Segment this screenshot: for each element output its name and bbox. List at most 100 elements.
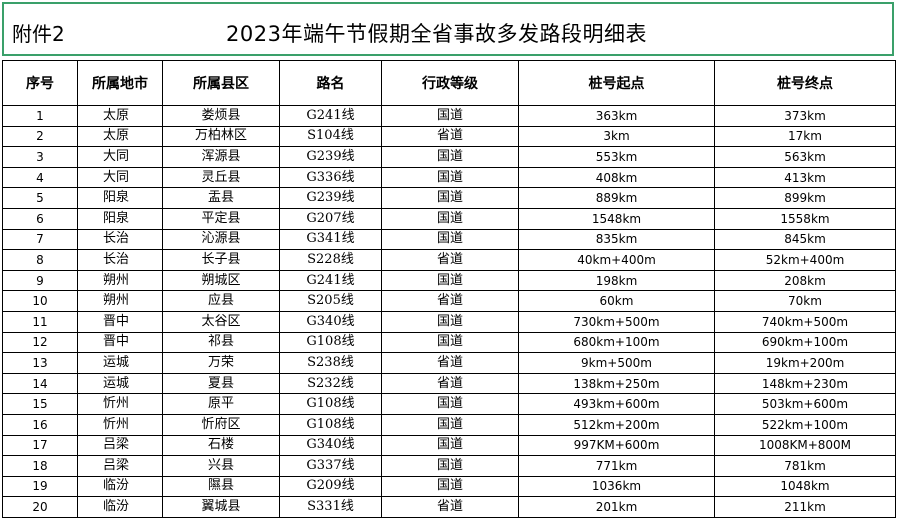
cell-index: 7 (2, 228, 78, 251)
cell-end: 373km (714, 105, 896, 127)
cell-city: 朔州 (77, 290, 163, 312)
cell-city: 忻州 (77, 413, 163, 436)
cell-index: 19 (2, 475, 78, 498)
cell-index: 16 (2, 413, 78, 436)
cell-index: 4 (2, 166, 78, 189)
cell-city: 运城 (77, 372, 163, 395)
cell-end: 52km+400m (714, 249, 896, 271)
cell-county: 浑源县 (162, 146, 280, 168)
cell-county: 万柏林区 (162, 125, 280, 148)
cell-road: G341线 (279, 228, 382, 251)
cell-city: 吕梁 (77, 455, 163, 477)
cell-city: 大同 (77, 146, 163, 168)
cell-level: 省道 (381, 125, 519, 148)
cell-road: G241线 (279, 105, 382, 127)
cell-end: 740km+500m (714, 310, 896, 333)
cell-start: 3km (518, 125, 715, 148)
cell-start: 493km+600m (518, 393, 715, 415)
cell-road: G108线 (279, 393, 382, 415)
cell-end: 503km+600m (714, 393, 896, 415)
cell-road: S228线 (279, 249, 382, 271)
cell-city: 阳泉 (77, 187, 163, 209)
cell-index: 14 (2, 372, 78, 395)
cell-end: 70km (714, 290, 896, 312)
cell-index: 9 (2, 269, 78, 292)
table-row: 15 忻州 原平 G108线 国道 493km+600m 503km+600m (2, 393, 896, 415)
cell-road: G340线 (279, 310, 382, 333)
cell-start: 680km+100m (518, 331, 715, 354)
cell-county: 隰县 (162, 475, 280, 498)
cell-level: 国道 (381, 310, 519, 333)
cell-city: 临汾 (77, 475, 163, 498)
cell-end: 17km (714, 125, 896, 148)
cell-road: S232线 (279, 372, 382, 395)
cell-road: G340线 (279, 434, 382, 457)
cell-city: 晋中 (77, 310, 163, 333)
cell-start: 201km (518, 496, 715, 518)
cell-index: 3 (2, 146, 78, 168)
cell-road: S238线 (279, 352, 382, 374)
cell-level: 省道 (381, 352, 519, 374)
cell-road: G108线 (279, 413, 382, 436)
col-header-index: 序号 (2, 60, 78, 106)
title-bar: 附件2 2023年端午节假期全省事故多发路段明细表 (2, 2, 894, 56)
cell-end: 208km (714, 269, 896, 292)
page-title: 2023年端午节假期全省事故多发路段明细表 (226, 22, 647, 46)
cell-county: 忻府区 (162, 413, 280, 436)
cell-index: 13 (2, 352, 78, 374)
cell-level: 国道 (381, 105, 519, 127)
table-row: 1 太原 娄烦县 G241线 国道 363km 373km (2, 105, 896, 127)
table-row: 10 朔州 应县 S205线 省道 60km 70km (2, 290, 896, 312)
cell-start: 997KM+600m (518, 434, 715, 457)
cell-start: 1548km (518, 207, 715, 230)
cell-start: 9km+500m (518, 352, 715, 374)
table-row: 9 朔州 朔城区 G241线 国道 198km 208km (2, 269, 896, 292)
cell-road: S104线 (279, 125, 382, 148)
cell-city: 运城 (77, 352, 163, 374)
cell-county: 平定县 (162, 207, 280, 230)
cell-county: 石楼 (162, 434, 280, 457)
cell-county: 沁源县 (162, 228, 280, 251)
cell-start: 553km (518, 146, 715, 168)
cell-city: 朔州 (77, 269, 163, 292)
cell-county: 娄烦县 (162, 105, 280, 127)
cell-county: 万荣 (162, 352, 280, 374)
cell-city: 长治 (77, 249, 163, 271)
col-header-level: 行政等级 (381, 60, 519, 106)
cell-start: 771km (518, 455, 715, 477)
cell-end: 19km+200m (714, 352, 896, 374)
table-row: 8 长治 长子县 S228线 省道 40km+400m 52km+400m (2, 249, 896, 271)
cell-start: 60km (518, 290, 715, 312)
cell-road: G207线 (279, 207, 382, 230)
cell-city: 忻州 (77, 393, 163, 415)
cell-county: 长子县 (162, 249, 280, 271)
cell-road: G241线 (279, 269, 382, 292)
cell-end: 1008KM+800M (714, 434, 896, 457)
cell-end: 781km (714, 455, 896, 477)
table-row: 4 大同 灵丘县 G336线 国道 408km 413km (2, 166, 896, 189)
cell-end: 1558km (714, 207, 896, 230)
cell-level: 国道 (381, 475, 519, 498)
cell-level: 国道 (381, 187, 519, 209)
table-row: 2 太原 万柏林区 S104线 省道 3km 17km (2, 125, 896, 148)
cell-end: 845km (714, 228, 896, 251)
cell-county: 盂县 (162, 187, 280, 209)
cell-county: 灵丘县 (162, 166, 280, 189)
cell-city: 太原 (77, 105, 163, 127)
table-row: 14 运城 夏县 S232线 省道 138km+250m 148km+230m (2, 372, 896, 395)
table-header-row: 序号 所属地市 所属县区 路名 行政等级 桩号起点 桩号终点 (2, 60, 896, 106)
cell-county: 太谷区 (162, 310, 280, 333)
cell-end: 148km+230m (714, 372, 896, 395)
cell-start: 40km+400m (518, 249, 715, 271)
cell-county: 原平 (162, 393, 280, 415)
cell-index: 1 (2, 105, 78, 127)
cell-city: 大同 (77, 166, 163, 189)
cell-index: 10 (2, 290, 78, 312)
cell-index: 11 (2, 310, 78, 333)
table-row: 11 晋中 太谷区 G340线 国道 730km+500m 740km+500m (2, 310, 896, 333)
cell-road: G209线 (279, 475, 382, 498)
table-row: 12 晋中 祁县 G108线 国道 680km+100m 690km+100m (2, 331, 896, 354)
cell-road: S205线 (279, 290, 382, 312)
cell-city: 晋中 (77, 331, 163, 354)
cell-level: 国道 (381, 228, 519, 251)
